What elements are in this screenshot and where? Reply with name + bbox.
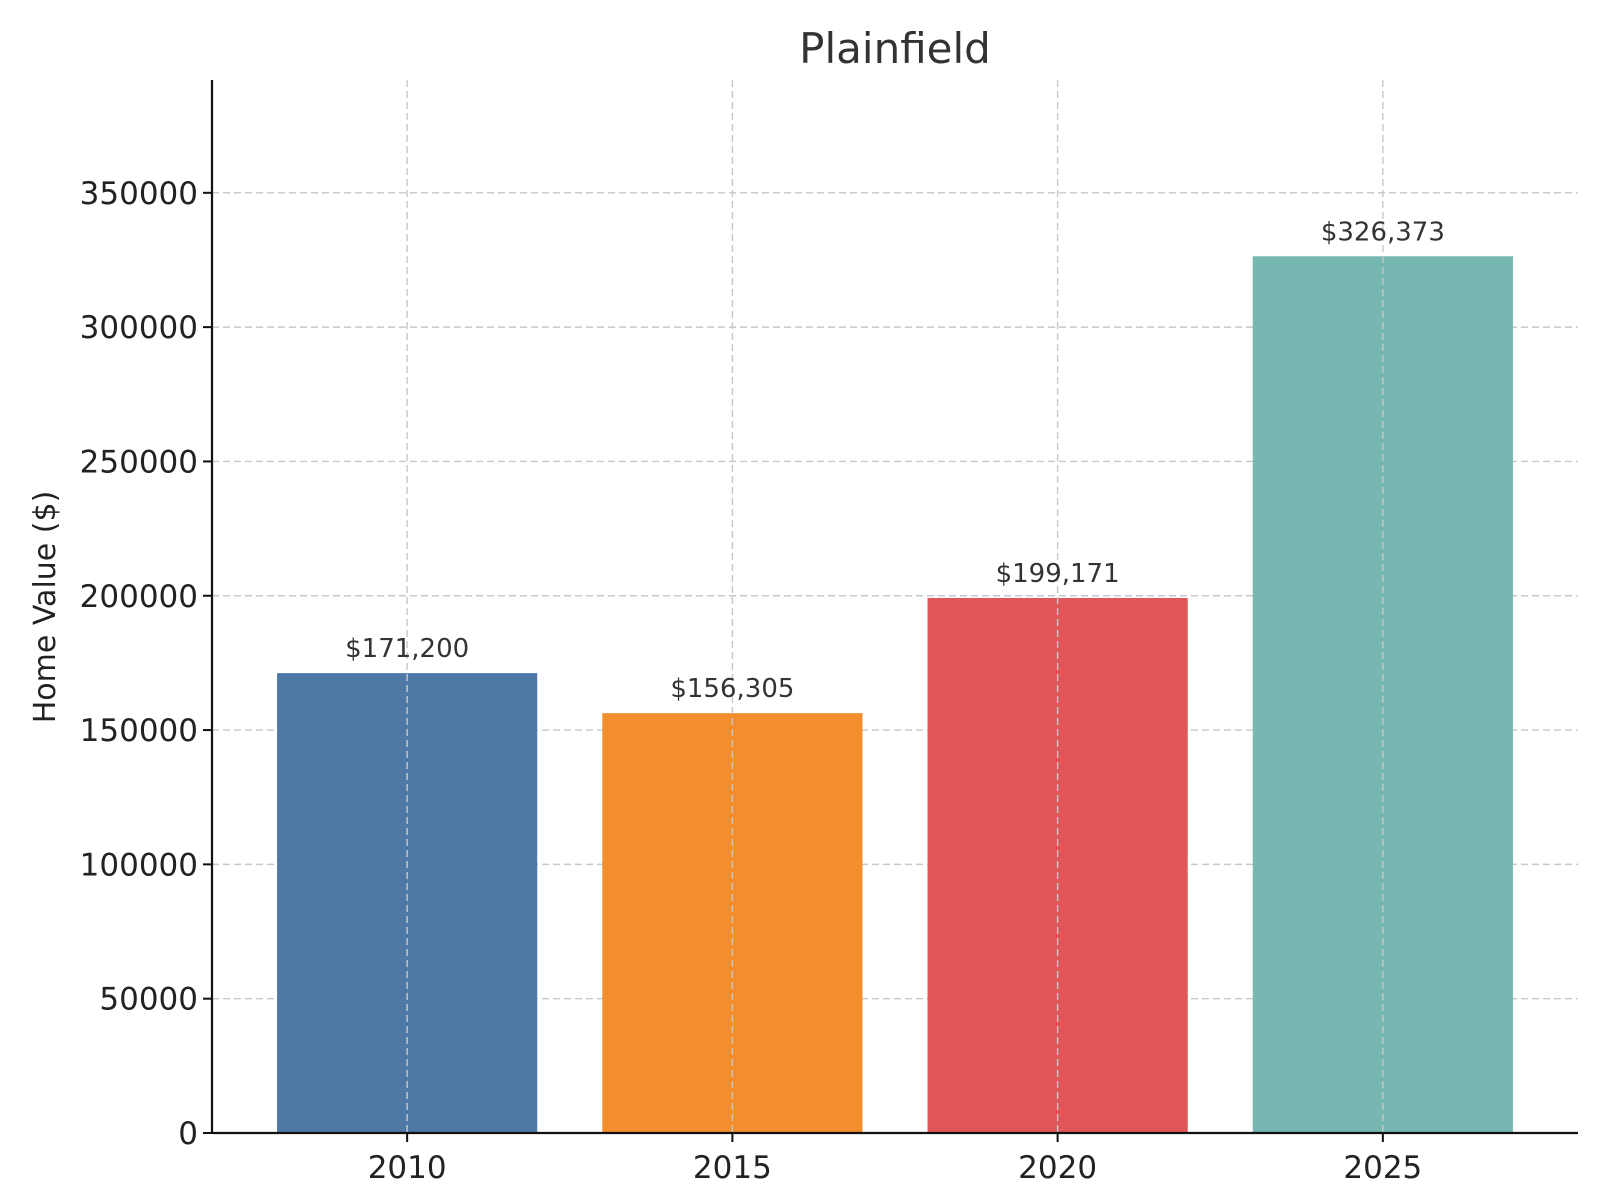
y-tick-label: 250000 — [80, 444, 198, 480]
y-tick-label: 200000 — [80, 579, 198, 615]
data-label: $171,200 — [345, 634, 469, 664]
y-tick-label: 50000 — [99, 982, 198, 1018]
y-tick-label: 0 — [178, 1116, 198, 1152]
y-tick-label: 150000 — [80, 713, 198, 749]
x-tick-label: 2010 — [368, 1150, 447, 1186]
chart-title: Plainfield — [799, 24, 991, 73]
y-tick-label: 100000 — [80, 847, 198, 883]
y-axis-label: Home Value ($) — [28, 491, 63, 724]
x-tick-label: 2025 — [1343, 1150, 1422, 1186]
x-tick-label: 2020 — [1018, 1150, 1097, 1186]
labels: 0 50000 100000 150000 200000 250000 300000 3500… — [80, 176, 1445, 1186]
data-label: $326,373 — [1321, 217, 1445, 247]
bar-2010 — [277, 673, 538, 1133]
y-tick-label: 300000 — [80, 310, 198, 346]
bars — [277, 256, 1513, 1134]
data-label: $199,171 — [996, 559, 1120, 589]
y-tick-label: 350000 — [80, 176, 198, 212]
data-label: $156,305 — [670, 674, 794, 704]
x-tick-label: 2015 — [693, 1150, 772, 1186]
axes — [203, 80, 1578, 1142]
bar-2025 — [1252, 256, 1513, 1134]
vertical-grid-lines — [406, 80, 1384, 1133]
